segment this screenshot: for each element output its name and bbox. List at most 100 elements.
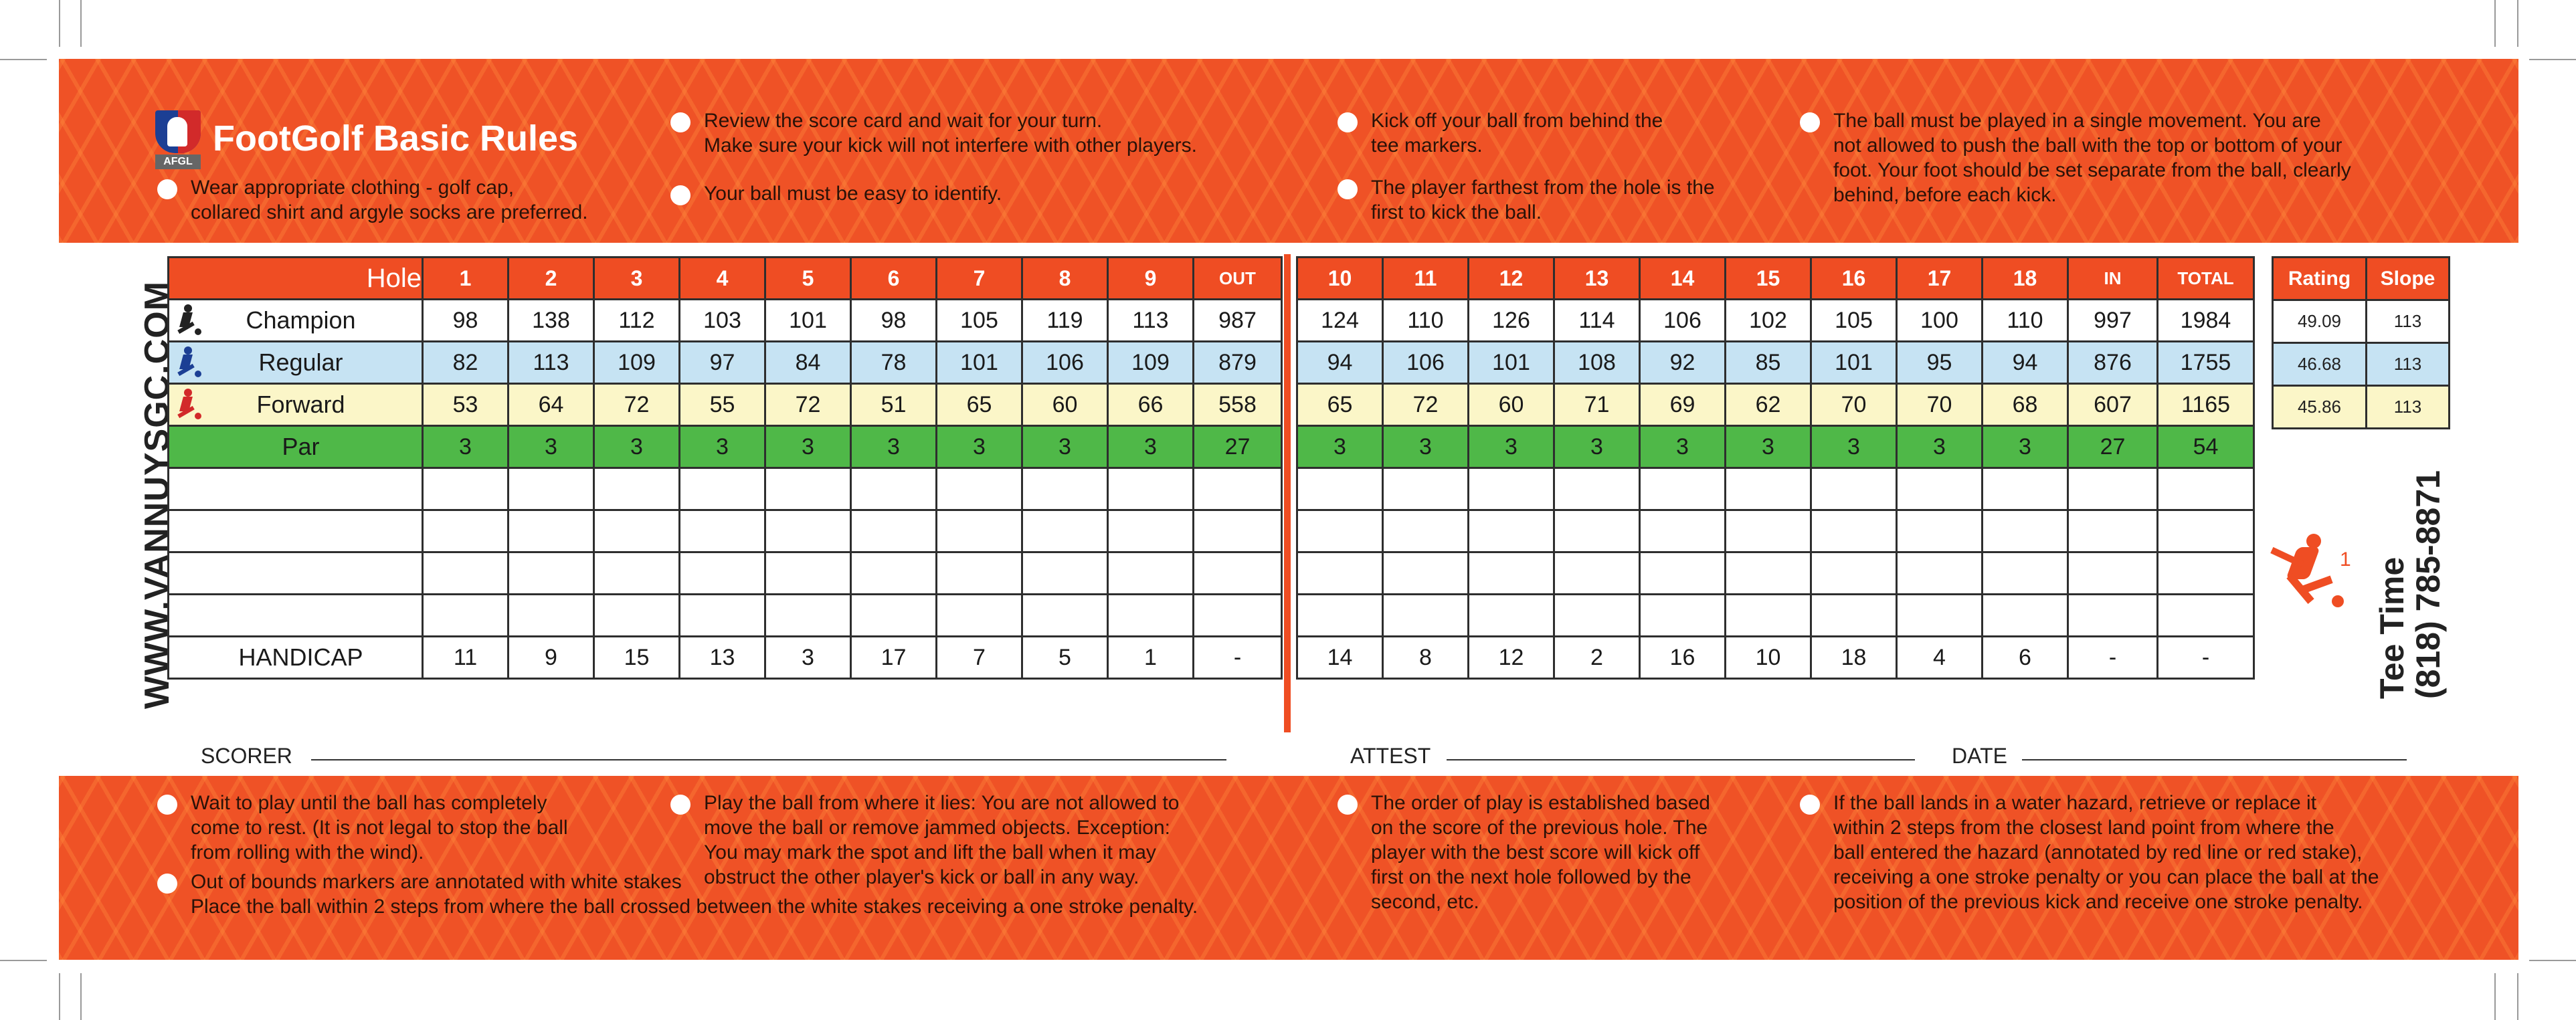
score-cell[interactable] (1553, 551, 1641, 595)
score-cell[interactable] (1639, 551, 1726, 595)
score-entry-row[interactable] (1296, 551, 2255, 595)
score-cell[interactable] (1896, 593, 1983, 637)
score-grand-total-cell[interactable] (2156, 551, 2255, 595)
score-cell[interactable] (935, 551, 1023, 595)
score-cell[interactable] (678, 593, 766, 637)
score-cell[interactable] (1021, 509, 1109, 553)
score-total-cell[interactable] (2067, 593, 2158, 637)
score-cell[interactable] (764, 467, 852, 511)
score-cell[interactable] (1467, 467, 1555, 511)
tee-time-phone[interactable]: (818) 785-8871 (2409, 470, 2447, 699)
score-cell[interactable] (593, 467, 680, 511)
score-cell[interactable] (1296, 509, 1384, 553)
score-cell[interactable] (1382, 509, 1469, 553)
score-cell[interactable] (1724, 593, 1812, 637)
score-cell[interactable] (850, 467, 937, 511)
score-grand-total-cell[interactable] (2156, 509, 2255, 553)
score-cell[interactable] (507, 467, 595, 511)
score-grand-total-cell[interactable] (2156, 593, 2255, 637)
score-cell[interactable] (1896, 467, 1983, 511)
score-cell[interactable] (422, 551, 509, 595)
score-cell[interactable] (1382, 593, 1469, 637)
score-cell[interactable] (764, 509, 852, 553)
score-cell[interactable] (850, 551, 937, 595)
score-entry-row[interactable] (1296, 509, 2255, 553)
score-cell[interactable] (764, 593, 852, 637)
score-cell[interactable] (507, 509, 595, 553)
score-cell[interactable] (1724, 551, 1812, 595)
score-cell[interactable] (1021, 467, 1109, 511)
score-cell[interactable] (1467, 551, 1555, 595)
score-cell[interactable] (1810, 551, 1898, 595)
attest-signature-line[interactable] (1447, 759, 1915, 760)
score-cell[interactable] (764, 551, 852, 595)
score-cell[interactable] (678, 551, 766, 595)
score-cell[interactable] (1021, 551, 1109, 595)
score-entry-row[interactable] (167, 509, 1283, 553)
score-cell[interactable] (1724, 467, 1812, 511)
score-cell[interactable] (1553, 467, 1641, 511)
player-name-cell[interactable] (167, 467, 424, 511)
score-cell[interactable] (422, 593, 509, 637)
player-name-cell[interactable] (167, 509, 424, 553)
score-cell[interactable] (1107, 593, 1194, 637)
score-cell[interactable] (1021, 593, 1109, 637)
score-cell[interactable] (1296, 467, 1384, 511)
date-line[interactable] (2022, 759, 2407, 760)
score-cell[interactable] (1639, 509, 1726, 553)
score-cell[interactable] (1810, 467, 1898, 511)
score-cell[interactable] (1810, 509, 1898, 553)
score-total-cell[interactable] (1192, 593, 1283, 637)
score-cell[interactable] (1981, 593, 2069, 637)
score-entry-row[interactable] (167, 467, 1283, 511)
score-cell[interactable] (1553, 509, 1641, 553)
player-name-cell[interactable] (167, 551, 424, 595)
score-cell[interactable] (1107, 551, 1194, 595)
scorer-signature-line[interactable] (311, 759, 1226, 760)
score-total-cell[interactable] (1192, 509, 1283, 553)
score-total-cell[interactable] (2067, 509, 2158, 553)
score-cell[interactable] (1639, 467, 1726, 511)
score-entry-row[interactable] (167, 593, 1283, 637)
player-name-cell[interactable] (167, 593, 424, 637)
score-cell[interactable] (935, 593, 1023, 637)
score-cell[interactable] (1296, 551, 1384, 595)
score-cell[interactable] (935, 509, 1023, 553)
score-cell[interactable] (678, 509, 766, 553)
score-cell[interactable] (1896, 509, 1983, 553)
score-entry-row[interactable] (1296, 593, 2255, 637)
score-cell[interactable] (1639, 593, 1726, 637)
score-cell[interactable] (1296, 593, 1384, 637)
score-cell[interactable] (1981, 467, 2069, 511)
score-cell[interactable] (1382, 467, 1469, 511)
score-cell[interactable] (850, 509, 937, 553)
score-cell[interactable] (1467, 509, 1555, 553)
score-cell[interactable] (422, 509, 509, 553)
score-total-cell[interactable] (1192, 551, 1283, 595)
score-cell[interactable] (1553, 593, 1641, 637)
score-cell[interactable] (1810, 593, 1898, 637)
score-cell[interactable] (1107, 467, 1194, 511)
score-cell[interactable] (507, 551, 595, 595)
score-entry-row[interactable] (1296, 467, 2255, 511)
score-cell[interactable] (422, 467, 509, 511)
score-cell[interactable] (935, 467, 1023, 511)
score-total-cell[interactable] (2067, 551, 2158, 595)
score-cell[interactable] (1107, 509, 1194, 553)
score-cell[interactable] (1981, 551, 2069, 595)
score-cell[interactable] (1382, 551, 1469, 595)
score-total-cell[interactable] (2067, 467, 2158, 511)
score-cell[interactable] (850, 593, 937, 637)
score-grand-total-cell[interactable] (2156, 467, 2255, 511)
score-cell[interactable] (507, 593, 595, 637)
score-cell[interactable] (1467, 593, 1555, 637)
score-cell[interactable] (593, 509, 680, 553)
score-cell[interactable] (593, 593, 680, 637)
score-entry-row[interactable] (167, 551, 1283, 595)
score-total-cell[interactable] (1192, 467, 1283, 511)
score-cell[interactable] (678, 467, 766, 511)
score-cell[interactable] (1981, 509, 2069, 553)
score-cell[interactable] (1896, 551, 1983, 595)
score-cell[interactable] (1724, 509, 1812, 553)
score-cell[interactable] (593, 551, 680, 595)
